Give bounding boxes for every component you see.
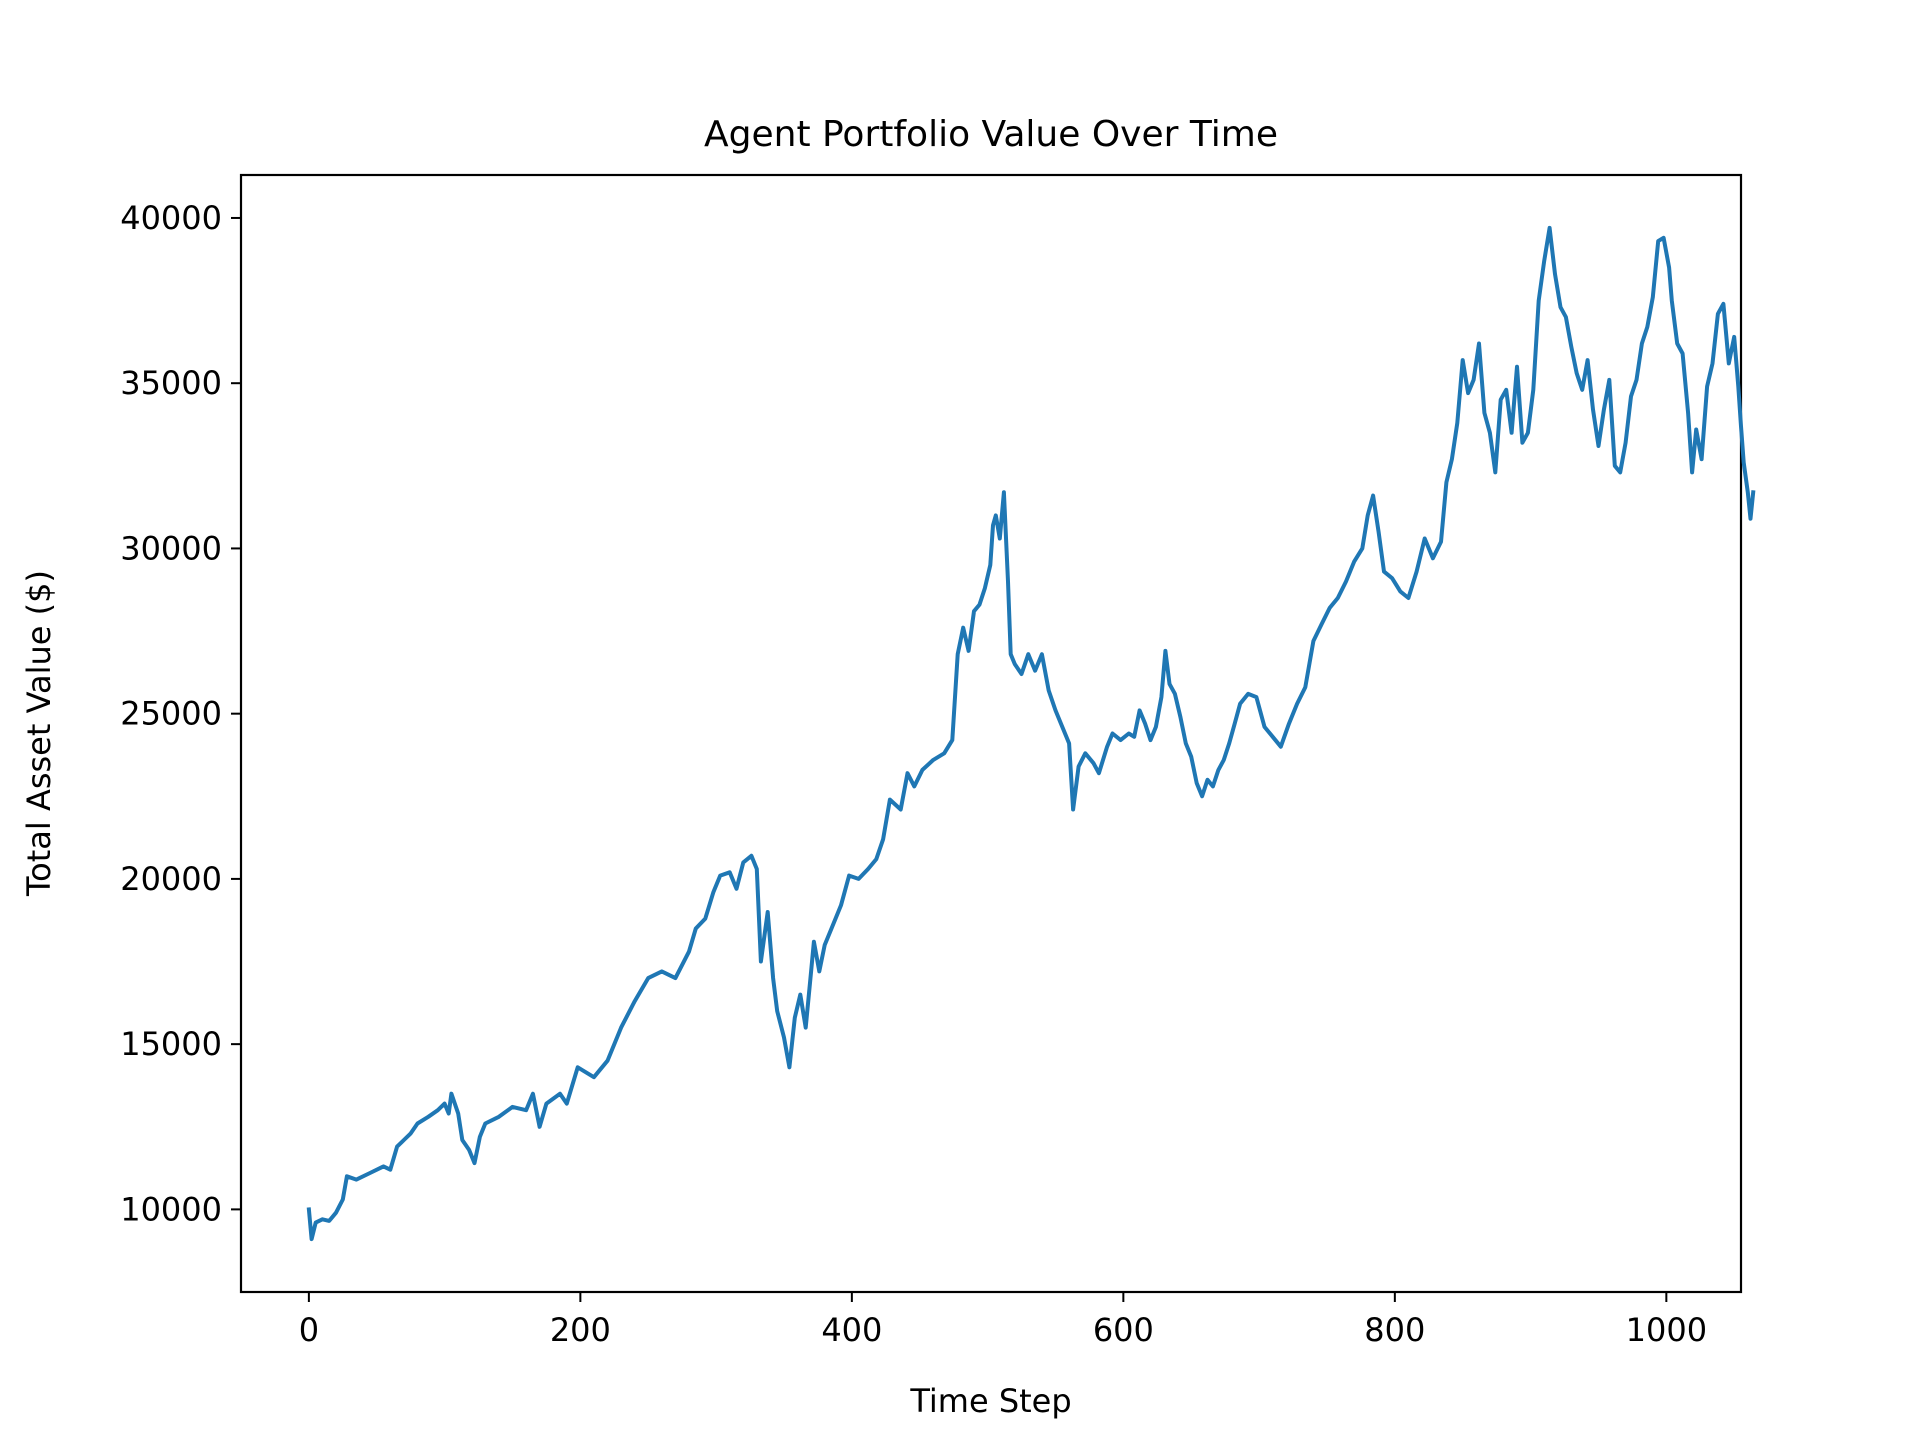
- y-tick-label: 35000: [120, 364, 222, 402]
- x-tick-label: 800: [1364, 1311, 1425, 1349]
- y-tick-label: 15000: [120, 1025, 222, 1063]
- plot-area-frame: [239, 173, 1743, 1294]
- series-line-1: [306, 225, 1756, 1242]
- chart-title: Agent Portfolio Value Over Time: [704, 114, 1278, 155]
- x-tick-label: 1000: [1626, 1311, 1707, 1349]
- x-tick-label: 200: [550, 1311, 611, 1349]
- x-tick-label: 0: [299, 1311, 319, 1349]
- y-tick-label: 20000: [120, 860, 222, 898]
- y-tick-label: 10000: [120, 1190, 222, 1228]
- y-tick-label: 40000: [120, 199, 222, 237]
- y-axis-label: Total Asset Value ($): [20, 570, 58, 897]
- y-tick-label: 25000: [120, 695, 222, 733]
- x-axis-ticks: 0 200 400 600 800 1000: [299, 1292, 1707, 1349]
- x-tick-label: 400: [821, 1311, 882, 1349]
- y-axis-ticks: 10000 15000 20000 25000 30000 35000 40000: [120, 199, 241, 1228]
- x-axis-label: Time Step: [909, 1382, 1071, 1420]
- y-tick-label: 30000: [120, 529, 222, 567]
- series-layer: [306, 225, 1756, 1242]
- x-tick-label: 600: [1093, 1311, 1154, 1349]
